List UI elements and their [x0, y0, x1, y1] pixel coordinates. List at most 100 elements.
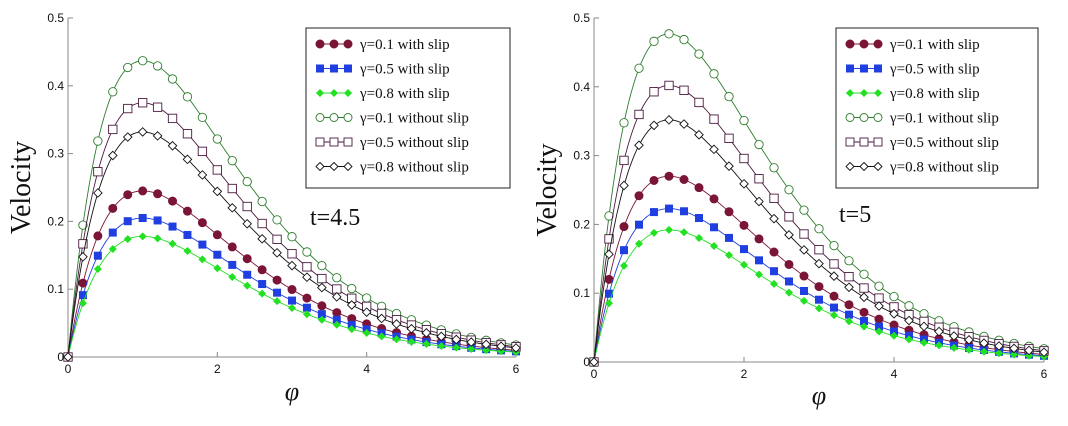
data-point [695, 214, 703, 223]
data-point [152, 131, 163, 141]
data-point [844, 272, 854, 282]
chart-svg-left: 0 0.1 0.2 0.3 0.4 0.5 0 2 4 6 Velocity φ t=4.5 γ=0.1 … [6, 11, 521, 406]
legend: γ=0.1 with slip γ=0.5 with slip γ=0.8 with… [305, 27, 511, 189]
data-point [769, 163, 779, 173]
data-point [875, 327, 883, 336]
legend-marker [860, 89, 868, 97]
data-point [694, 97, 704, 108]
x-tick-label: 0 [65, 362, 72, 376]
data-point [785, 288, 793, 297]
data-point [78, 251, 88, 262]
x-tick-label: 2 [214, 362, 221, 376]
data-point [679, 174, 689, 184]
data-point [724, 91, 734, 102]
data-point [829, 240, 839, 251]
data-point [799, 245, 809, 255]
data-point [619, 155, 629, 166]
legend-marker [329, 39, 339, 49]
legend-marker [343, 113, 353, 122]
data-point [93, 167, 103, 177]
data-point [152, 61, 163, 71]
data-point [905, 335, 913, 344]
legend-item: γ=0.5 with slip [316, 62, 450, 78]
data-point [755, 256, 763, 265]
data-point [844, 300, 854, 310]
data-point [890, 327, 898, 336]
chart-svg-right: 0 0.1 0.2 0.3 0.4 0.5 0 2 4 6 Velocity φ t=5 γ=0.1 wi… [532, 11, 1049, 410]
data-point [1039, 347, 1049, 358]
data-point [242, 201, 252, 212]
data-point [227, 183, 237, 194]
x-tick-label: 4 [363, 362, 370, 376]
legend-label: γ=0.1 with slip [889, 37, 980, 53]
data-point [123, 235, 132, 244]
data-point [725, 233, 733, 242]
data-point [331, 291, 342, 302]
data-point [680, 207, 688, 216]
data-point [859, 269, 869, 279]
data-point [739, 153, 749, 164]
data-point [347, 283, 357, 294]
data-point [770, 267, 778, 276]
data-point [679, 85, 689, 95]
data-point [332, 320, 341, 329]
legend-marker [343, 39, 353, 49]
data-point [784, 212, 794, 222]
data-point [995, 349, 1003, 358]
legend-marker [874, 89, 882, 97]
legend-item: γ=0.1 with slip [845, 37, 980, 53]
data-point [317, 273, 327, 284]
data-point [317, 310, 326, 319]
data-point [287, 232, 297, 242]
data-point [213, 264, 222, 273]
data-point [874, 281, 884, 291]
legend-label: γ=0.1 with slip [359, 37, 450, 53]
data-point [257, 218, 267, 229]
data-point [93, 136, 103, 146]
data-point [589, 357, 599, 367]
legend-label: γ=0.8 with slip [889, 86, 980, 102]
data-point [436, 331, 447, 342]
data-point [679, 119, 689, 129]
data-point [182, 92, 193, 102]
series-5 [589, 114, 1049, 367]
legend-box [305, 27, 511, 189]
data-point [302, 247, 312, 257]
data-point [664, 171, 674, 181]
data-point [243, 270, 252, 279]
data-point [227, 156, 237, 166]
y-tick-label: 0.1 [47, 282, 64, 296]
data-point [799, 229, 809, 239]
data-point [694, 183, 704, 193]
data-point [272, 234, 282, 244]
data-point [634, 109, 644, 120]
data-point [406, 323, 417, 334]
y-tick-label: 0.5 [573, 11, 590, 25]
time-annotation: t=5 [839, 202, 871, 228]
data-point [754, 174, 764, 184]
data-point [649, 120, 659, 131]
data-point [890, 331, 898, 340]
data-point [814, 282, 824, 292]
data-point [242, 176, 252, 187]
data-point [619, 222, 629, 232]
data-point [138, 98, 148, 108]
legend-marker [846, 64, 854, 73]
data-point [93, 265, 102, 274]
data-point [288, 296, 296, 305]
x-tick-label: 6 [513, 362, 520, 376]
data-point [859, 292, 869, 303]
legend-label: γ=0.8 with slip [359, 86, 450, 102]
legend-item: γ=0.5 without slip [845, 135, 999, 151]
data-point [889, 308, 899, 319]
data-point [679, 34, 689, 45]
legend-marker [873, 39, 883, 49]
data-point [123, 190, 133, 200]
data-point [183, 247, 192, 256]
data-point [63, 352, 73, 362]
data-point [755, 270, 763, 279]
data-point [635, 220, 643, 229]
data-point [123, 217, 132, 226]
data-point [710, 223, 718, 232]
data-point [830, 303, 838, 312]
